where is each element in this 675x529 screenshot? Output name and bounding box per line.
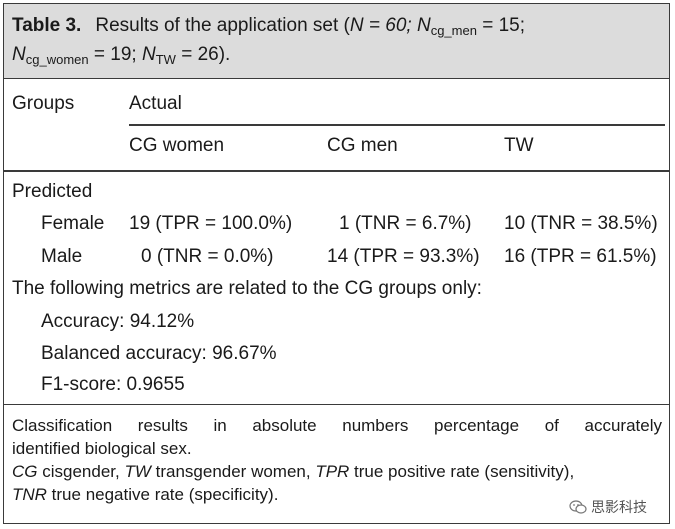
cell-male-tw: 16 (TPR = 61.5%) xyxy=(504,246,657,267)
footnote-line-1: Classification results in absolute numbe… xyxy=(12,416,662,435)
abbr-tnr-definition: true negative rate (specificity). xyxy=(46,485,279,504)
n-cg-men-subscript: cg_men xyxy=(430,23,477,38)
abbr-tnr: TNR xyxy=(12,485,47,504)
metric-accuracy: Accuracy: 94.12% xyxy=(41,311,195,332)
abbr-cg-definition: cisgender, xyxy=(37,462,125,481)
footnote-abbreviations-2: TNR true negative rate (specificity). xyxy=(12,483,662,506)
footnote-line-2: identified biological sex. xyxy=(12,439,192,458)
cell-female-cg-men: 1 (TNR = 6.7%) xyxy=(339,213,472,234)
table-footnote: Classification results in absolute numbe… xyxy=(12,414,662,506)
metric-balanced-accuracy: Balanced accuracy: 96.67% xyxy=(41,343,277,364)
n-tw-value: = 26). xyxy=(175,44,231,65)
column-header-cg-men: CG men xyxy=(327,135,398,156)
abbr-cg: CG xyxy=(12,462,38,481)
cell-female-cg-women: 19 (TPR = 100.0%) xyxy=(129,213,293,234)
footnote-abbreviations-1: CG cisgender, TW transgender women, TPR … xyxy=(12,460,662,483)
table-label: Table 3. xyxy=(12,15,82,36)
column-header-tw: TW xyxy=(504,135,534,156)
n-total: N = 60; xyxy=(349,15,417,36)
column-header-cg-women: CG women xyxy=(129,135,225,156)
cell-male-cg-men: 14 (TPR = 93.3%) xyxy=(327,246,480,267)
groups-header: Groups xyxy=(12,93,75,114)
abbr-tw-definition: transgender women, xyxy=(150,462,316,481)
n-cg-men-symbol: N xyxy=(416,15,431,36)
n-cg-women-subscript: cg_women xyxy=(25,52,89,67)
metrics-intro: The following metrics are related to the… xyxy=(12,278,482,299)
cell-male-cg-women: 0 (TNR = 0.0%) xyxy=(141,246,274,267)
n-cg-women-symbol: N xyxy=(12,44,26,65)
abbr-tw: TW xyxy=(124,462,151,481)
cell-female-tw: 10 (TNR = 38.5%) xyxy=(504,213,658,234)
caption-text: Results of the application set ( xyxy=(95,15,350,36)
predicted-label: Predicted xyxy=(12,181,93,202)
n-cg-men-value: = 15; xyxy=(476,15,526,36)
row-label-male: Male xyxy=(41,246,83,267)
n-tw-symbol: N xyxy=(141,44,156,65)
abbr-tpr-definition: true positive rate (sensitivity), xyxy=(349,462,575,481)
header-rule xyxy=(4,170,669,172)
metric-f1-score: F1-score: 0.9655 xyxy=(41,374,185,395)
watermark: 思影科技 xyxy=(569,497,647,517)
abbr-tpr: TPR xyxy=(315,462,350,481)
caption-line-2: Ncg_women = 19; NTW = 26). xyxy=(12,44,230,66)
n-tw-subscript: TW xyxy=(155,52,176,67)
actual-rule xyxy=(129,124,665,126)
row-label-female: Female xyxy=(41,213,105,234)
n-cg-women-value: = 19; xyxy=(88,44,142,65)
caption-line-1: Table 3. Results of the application set (… xyxy=(12,15,525,37)
table-caption: Table 3. Results of the application set (… xyxy=(4,4,669,79)
actual-header: Actual xyxy=(129,93,182,114)
table-frame: Table 3. Results of the application set (… xyxy=(3,3,670,524)
watermark-text: 思影科技 xyxy=(591,499,647,515)
wechat-icon xyxy=(569,500,587,514)
footer-rule xyxy=(4,404,669,405)
